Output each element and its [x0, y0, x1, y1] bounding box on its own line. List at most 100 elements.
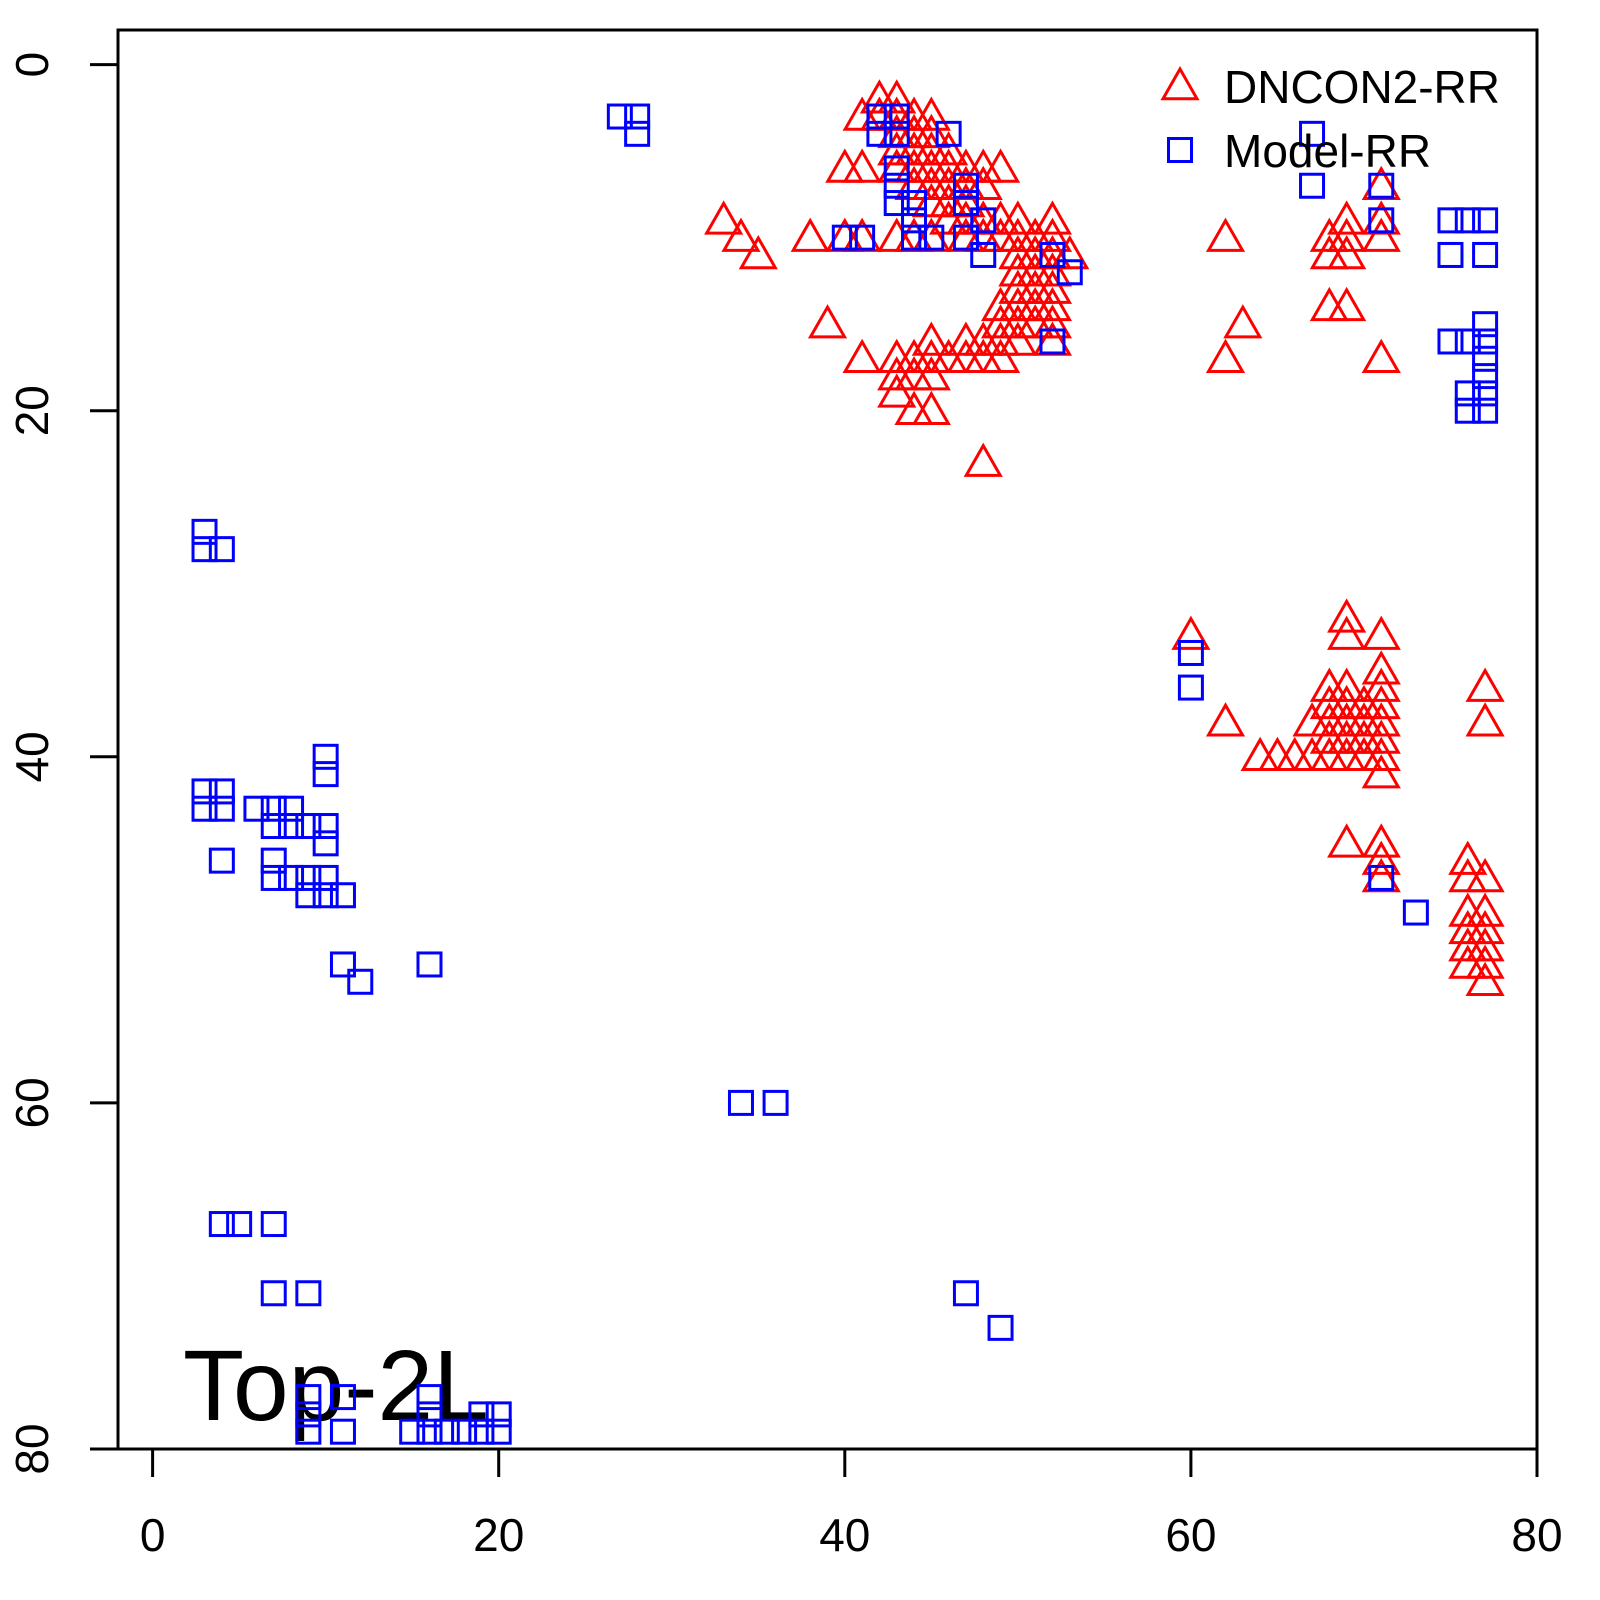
point	[347, 968, 374, 995]
point	[842, 148, 882, 183]
point	[1327, 217, 1367, 252]
point	[1361, 840, 1401, 875]
point	[416, 1401, 443, 1428]
point	[278, 795, 305, 822]
point	[1032, 269, 1073, 304]
point	[295, 1384, 322, 1411]
point	[1465, 702, 1505, 737]
point	[312, 864, 339, 891]
point	[312, 743, 339, 770]
point	[468, 1418, 495, 1445]
point	[1472, 311, 1499, 338]
point	[877, 373, 917, 408]
point	[1039, 241, 1066, 268]
y-tick-label: 20	[6, 385, 58, 436]
point	[1361, 719, 1401, 754]
point	[1437, 328, 1464, 355]
point	[1465, 857, 1505, 893]
point	[208, 1211, 235, 1238]
point	[1032, 252, 1073, 287]
point	[704, 200, 744, 235]
point	[1472, 397, 1499, 424]
y-tick-label: 40	[6, 731, 58, 782]
point	[1223, 304, 1263, 339]
point	[208, 847, 235, 874]
point	[485, 1418, 512, 1445]
point	[1454, 397, 1481, 424]
point	[1327, 598, 1367, 633]
point	[329, 951, 356, 978]
point	[980, 148, 1021, 183]
point	[1368, 864, 1395, 891]
point	[1299, 172, 1326, 199]
point	[918, 224, 945, 251]
point	[260, 847, 287, 874]
point	[738, 234, 778, 270]
x-tick-label: 20	[473, 1509, 524, 1561]
point	[1032, 200, 1073, 235]
point	[1361, 754, 1401, 789]
point	[1465, 909, 1505, 945]
point	[929, 131, 969, 166]
point	[1361, 667, 1401, 702]
point	[1205, 217, 1246, 252]
point	[295, 882, 322, 909]
point	[399, 1418, 426, 1445]
x-tick-label: 60	[1165, 1509, 1216, 1561]
point	[1361, 684, 1401, 720]
x-tick-label: 0	[140, 1509, 166, 1561]
point	[1056, 259, 1083, 286]
point	[624, 120, 651, 147]
point	[1240, 736, 1280, 772]
point	[1465, 667, 1505, 702]
point	[606, 103, 633, 130]
point	[1299, 120, 1326, 147]
point	[1050, 234, 1090, 270]
point	[998, 321, 1038, 356]
point	[911, 321, 951, 356]
point	[1032, 286, 1073, 322]
point	[295, 1418, 322, 1445]
point	[208, 795, 235, 822]
point	[1275, 736, 1315, 772]
point	[883, 103, 910, 130]
point	[208, 778, 235, 805]
point	[295, 813, 322, 840]
point	[935, 120, 962, 147]
point	[901, 224, 928, 251]
point	[970, 207, 997, 234]
point	[1472, 207, 1499, 234]
point	[883, 155, 910, 182]
point	[1454, 328, 1481, 355]
point	[1361, 736, 1401, 772]
point	[790, 217, 830, 252]
point	[901, 207, 928, 234]
point	[1257, 736, 1298, 772]
point	[1177, 639, 1204, 666]
point	[1327, 234, 1367, 270]
point	[416, 1418, 443, 1445]
plot-frame	[116, 28, 1539, 1451]
point	[329, 1418, 356, 1445]
point	[191, 795, 218, 822]
point	[191, 778, 218, 805]
point	[1171, 615, 1211, 650]
point	[312, 761, 339, 788]
point	[970, 241, 997, 268]
point	[1361, 702, 1401, 737]
point	[831, 224, 858, 251]
point	[1472, 328, 1499, 355]
point	[485, 1401, 512, 1428]
point	[842, 338, 882, 374]
point	[329, 1384, 356, 1411]
point	[762, 1089, 789, 1116]
point	[1327, 823, 1367, 858]
point	[1361, 615, 1401, 650]
point	[295, 1280, 322, 1307]
point	[1327, 200, 1367, 235]
legend-label: DNCON2-RR	[1224, 61, 1500, 113]
point	[1368, 172, 1395, 199]
point	[1177, 674, 1204, 701]
point	[416, 1384, 443, 1411]
